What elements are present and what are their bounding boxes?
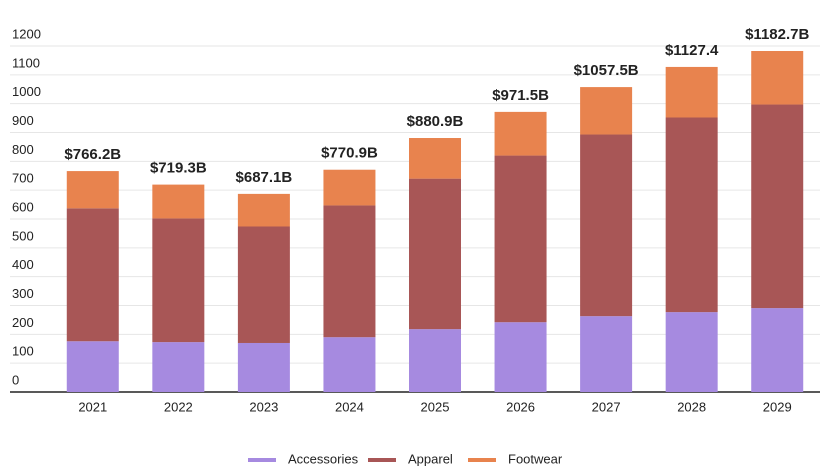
bar-segment (580, 316, 633, 392)
bar-segment (751, 308, 804, 392)
bar-segment (751, 104, 804, 309)
legend-label: Apparel (408, 451, 453, 466)
bar-segment (665, 312, 718, 392)
bar-segment (665, 66, 718, 118)
bar-segment (409, 178, 461, 330)
x-tick-label: 2021 (78, 399, 107, 414)
total-label: $1182.7B (745, 26, 809, 43)
x-tick-label: 2023 (249, 399, 278, 414)
bar-segment (409, 329, 461, 392)
legend-label: Footwear (508, 451, 563, 466)
y-tick-label: 100 (12, 344, 34, 359)
bar-segment (665, 117, 718, 313)
y-tick-label: 200 (12, 315, 34, 330)
total-label: $971.5B (492, 87, 549, 104)
total-label: $719.3B (150, 160, 207, 177)
y-tick-label: 1100 (12, 55, 40, 70)
y-tick-label: 500 (12, 228, 34, 243)
bar-segment (66, 341, 119, 392)
y-tick-label: 1000 (12, 84, 41, 99)
x-tick-label: 2022 (164, 399, 193, 414)
x-tick-label: 2025 (421, 399, 450, 414)
total-label: $770.9B (321, 145, 378, 162)
total-label: $1057.5B (574, 62, 639, 79)
y-tick-label: 400 (12, 257, 34, 272)
bar-segment (580, 134, 633, 317)
legend-label: Accessories (288, 451, 359, 466)
bar-segment (494, 322, 547, 392)
bar-segment (237, 193, 290, 227)
x-tick-label: 2027 (592, 399, 621, 414)
bar-segment (323, 169, 376, 206)
total-label: $687.1B (236, 169, 293, 186)
bar-segment (152, 184, 205, 219)
bar-segment (494, 111, 547, 156)
bar-segment (751, 50, 804, 105)
y-tick-label: 600 (12, 199, 34, 214)
x-tick-label: 2029 (763, 399, 792, 414)
bar-segment (580, 87, 633, 135)
y-tick-label: 300 (12, 286, 34, 301)
bar-segment (66, 208, 119, 342)
y-tick-label: 0 (12, 372, 19, 387)
total-label: $1127.4 (665, 42, 719, 59)
x-tick-label: 2026 (506, 399, 535, 414)
bar-segment (237, 226, 290, 343)
y-tick-label: 800 (12, 142, 34, 157)
bar-segment (494, 155, 547, 323)
bar-segment (152, 342, 205, 392)
bar-segment (409, 138, 461, 179)
x-tick-label: 2028 (677, 399, 706, 414)
x-tick-label: 2024 (335, 399, 364, 414)
bar-segment (323, 337, 376, 392)
bar-segment (323, 205, 376, 338)
y-tick-label: 700 (12, 171, 34, 186)
bar-segment (152, 218, 205, 343)
bar-segment (237, 342, 290, 392)
y-tick-label: 1200 (12, 26, 41, 41)
total-label: $880.9B (407, 113, 464, 130)
y-tick-label: 900 (12, 113, 34, 128)
total-label: $766.2B (64, 146, 121, 163)
bar-segment (66, 171, 119, 209)
